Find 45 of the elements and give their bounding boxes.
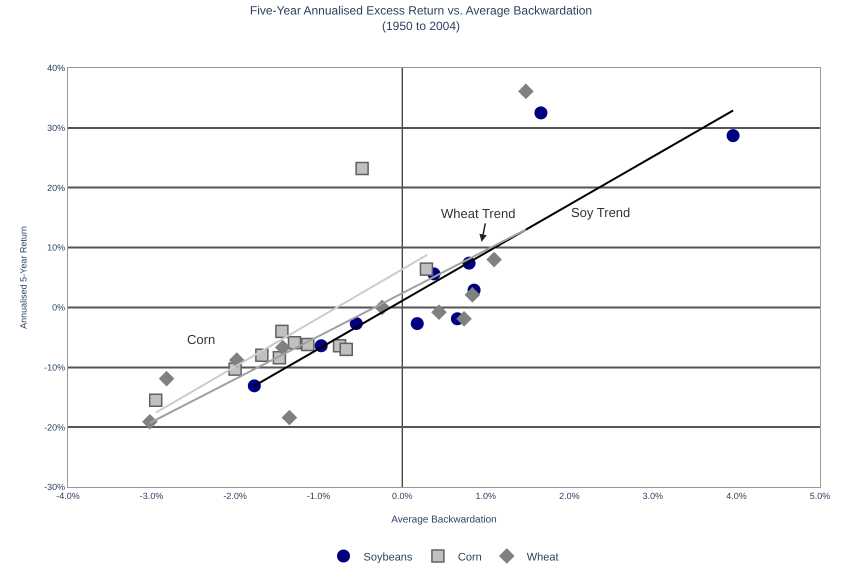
y-tick-label: -10% bbox=[44, 362, 66, 372]
x-axis-title: Average Backwardation bbox=[391, 514, 497, 526]
point bbox=[282, 410, 298, 426]
x-tick-label: 1.0% bbox=[476, 490, 496, 501]
y-tick-label: -30% bbox=[44, 482, 66, 492]
x-tick-label: 4.0% bbox=[726, 490, 747, 501]
chart-subtitle: (1950 to 2004) bbox=[382, 19, 460, 34]
x-tick-label: 2.0% bbox=[559, 490, 580, 501]
point bbox=[464, 287, 480, 303]
point bbox=[158, 370, 174, 386]
y-tick-label: -20% bbox=[44, 422, 66, 432]
point bbox=[274, 340, 291, 356]
point bbox=[339, 342, 353, 356]
point bbox=[148, 393, 162, 407]
y-tick-label: 0% bbox=[52, 302, 66, 313]
y-tick-label: 30% bbox=[47, 123, 66, 134]
x-tick-label: 5.0% bbox=[810, 490, 830, 501]
legend-label: Corn bbox=[458, 551, 482, 564]
x-tick-label: -2.0% bbox=[223, 490, 247, 501]
y-tick-label: 20% bbox=[47, 182, 66, 193]
annotation: Wheat Trend bbox=[441, 206, 516, 221]
point bbox=[431, 304, 447, 320]
legend-label: Wheat bbox=[526, 551, 559, 564]
y-tick-label: 40% bbox=[47, 63, 66, 74]
x-tick-label: -4.0% bbox=[56, 490, 80, 501]
point bbox=[248, 379, 261, 392]
y-axis-title: Annualised 5-Year Return bbox=[18, 226, 29, 329]
point bbox=[275, 324, 289, 338]
chart-title: Five-Year Annualised Excess Return vs. Average Backwardation bbox=[250, 4, 592, 18]
point bbox=[534, 106, 548, 120]
legend-label: Soybeans bbox=[364, 551, 413, 564]
x-tick-label: -3.0% bbox=[140, 490, 164, 501]
annotation: Corn bbox=[187, 332, 216, 347]
point bbox=[518, 84, 534, 100]
x-tick-label: 0.0% bbox=[392, 490, 412, 501]
point bbox=[486, 252, 502, 268]
y-tick-label: 10% bbox=[47, 242, 66, 253]
x-tick-label: -1.0% bbox=[306, 490, 330, 501]
point bbox=[420, 262, 434, 276]
point bbox=[456, 311, 472, 327]
point bbox=[726, 129, 740, 142]
point bbox=[355, 162, 369, 176]
x-tick-label: 3.0% bbox=[642, 490, 664, 501]
annotation: Soy Trend bbox=[571, 205, 630, 220]
point bbox=[410, 317, 424, 330]
